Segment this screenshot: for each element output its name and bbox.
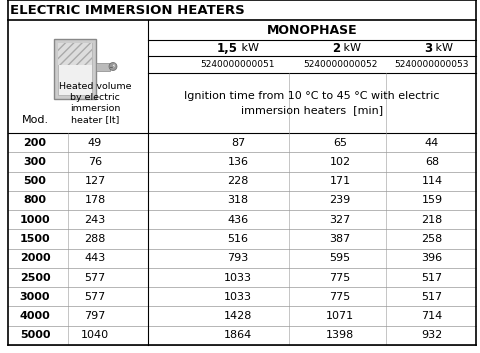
Text: 68: 68 [425, 157, 439, 167]
Text: 4000: 4000 [20, 311, 50, 321]
Text: 239: 239 [329, 196, 350, 205]
Text: 595: 595 [329, 253, 350, 263]
Text: 5240000000053: 5240000000053 [395, 60, 469, 69]
Text: 318: 318 [228, 196, 249, 205]
Bar [58, 42, 92, 95]
Text: 775: 775 [329, 292, 350, 302]
Text: 1500: 1500 [20, 234, 50, 244]
Text: 517: 517 [421, 292, 443, 302]
Text: Heated volume
by electric
immersion
heater [lt]: Heated volume by electric immersion heat… [59, 82, 131, 124]
Text: 136: 136 [228, 157, 249, 167]
Text: 243: 243 [84, 215, 106, 225]
Text: 49: 49 [88, 138, 102, 148]
Circle shape [109, 62, 117, 71]
Text: 327: 327 [329, 215, 350, 225]
Text: 516: 516 [228, 234, 249, 244]
Text: 65: 65 [333, 138, 347, 148]
Text: 800: 800 [24, 196, 47, 205]
Text: 76: 76 [88, 157, 102, 167]
Text: 171: 171 [329, 176, 350, 186]
Text: 1398: 1398 [326, 330, 354, 340]
Text: 114: 114 [421, 176, 443, 186]
Text: 1040: 1040 [81, 330, 109, 340]
Text: 387: 387 [329, 234, 350, 244]
Text: 577: 577 [84, 292, 106, 302]
Bar [58, 42, 92, 65]
Text: kW: kW [340, 43, 361, 53]
Text: 127: 127 [84, 176, 106, 186]
Text: 396: 396 [421, 253, 443, 263]
Text: 218: 218 [421, 215, 443, 225]
Text: Ignition time from 10 °C to 45 °C with electric
immersion heaters  [min]: Ignition time from 10 °C to 45 °C with e… [184, 91, 440, 115]
Bar [54, 38, 96, 98]
Text: 1000: 1000 [20, 215, 50, 225]
Text: ⚡: ⚡ [111, 64, 115, 69]
Text: 775: 775 [329, 273, 350, 282]
Text: 228: 228 [228, 176, 249, 186]
Text: 1033: 1033 [224, 292, 252, 302]
Text: ELECTRIC IMMERSION HEATERS: ELECTRIC IMMERSION HEATERS [10, 4, 245, 17]
Text: 300: 300 [24, 157, 47, 167]
Text: 932: 932 [421, 330, 443, 340]
Text: 443: 443 [84, 253, 106, 263]
Text: 159: 159 [421, 196, 443, 205]
Bar [96, 62, 110, 71]
Text: 288: 288 [84, 234, 106, 244]
Text: 5000: 5000 [20, 330, 50, 340]
Text: 178: 178 [84, 196, 106, 205]
Text: 1033: 1033 [224, 273, 252, 282]
Text: 436: 436 [228, 215, 249, 225]
Text: 2000: 2000 [20, 253, 50, 263]
Text: 3000: 3000 [20, 292, 50, 302]
Text: 44: 44 [425, 138, 439, 148]
Text: Mod.: Mod. [22, 115, 48, 125]
Text: 1428: 1428 [224, 311, 252, 321]
Text: 258: 258 [421, 234, 443, 244]
Text: 2: 2 [332, 42, 340, 54]
Text: 577: 577 [84, 273, 106, 282]
Text: 797: 797 [84, 311, 106, 321]
Text: 5240000000052: 5240000000052 [303, 60, 377, 69]
Text: 1071: 1071 [326, 311, 354, 321]
Text: 1864: 1864 [224, 330, 252, 340]
Text: 714: 714 [421, 311, 443, 321]
Text: 102: 102 [329, 157, 350, 167]
Text: 1,5: 1,5 [217, 42, 238, 54]
Text: MONOPHASE: MONOPHASE [267, 24, 357, 36]
Text: 517: 517 [421, 273, 443, 282]
Text: 793: 793 [228, 253, 249, 263]
Text: 2500: 2500 [20, 273, 50, 282]
Text: 5240000000051: 5240000000051 [201, 60, 275, 69]
Text: kW: kW [238, 43, 259, 53]
Text: 87: 87 [231, 138, 245, 148]
Text: 500: 500 [24, 176, 47, 186]
Text: 200: 200 [24, 138, 47, 148]
Text: kW: kW [432, 43, 453, 53]
Text: 3: 3 [424, 42, 432, 54]
